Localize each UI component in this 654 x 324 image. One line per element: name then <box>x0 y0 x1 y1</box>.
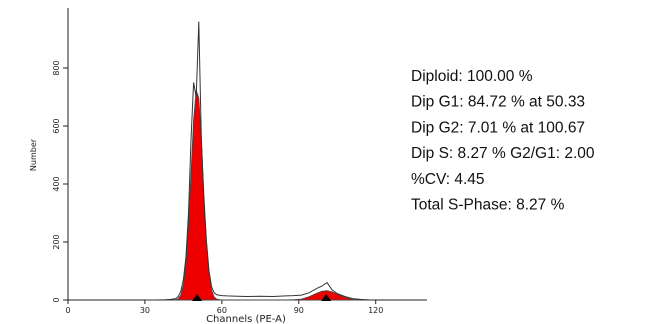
annotation: %CV: 4.45 <box>411 171 485 188</box>
peak-marker <box>192 294 203 301</box>
annotation: Dip G1: 84.72 % at 50.33 <box>411 94 585 111</box>
area <box>144 290 371 301</box>
x-tick-label: 30 <box>140 306 150 315</box>
line <box>144 21 371 301</box>
x-axis-label: Channels (PE-A) <box>206 314 286 324</box>
annotation: Total S-Phase: 8.27 % <box>411 197 565 214</box>
y-axis-label: Number <box>29 138 38 171</box>
x-tick-label: 120 <box>368 306 383 315</box>
y-tick-label: 400 <box>52 176 61 191</box>
y-tick-label: 600 <box>52 118 61 133</box>
annotation: Diploid: 100.00 % <box>411 68 533 85</box>
area <box>144 90 371 301</box>
peak-marker <box>321 294 332 301</box>
annotation: Dip S: 8.27 % G2/G1: 2.00 <box>411 145 595 162</box>
x-tick-label: 0 <box>65 306 70 315</box>
x-tick-label: 90 <box>294 306 304 315</box>
y-tick-label: 800 <box>52 60 61 75</box>
x-tick-label: 60 <box>217 306 227 315</box>
y-tick-label: 200 <box>52 234 61 249</box>
y-tick-label: 0 <box>52 297 61 302</box>
annotation: Dip G2: 7.01 % at 100.67 <box>411 119 585 136</box>
